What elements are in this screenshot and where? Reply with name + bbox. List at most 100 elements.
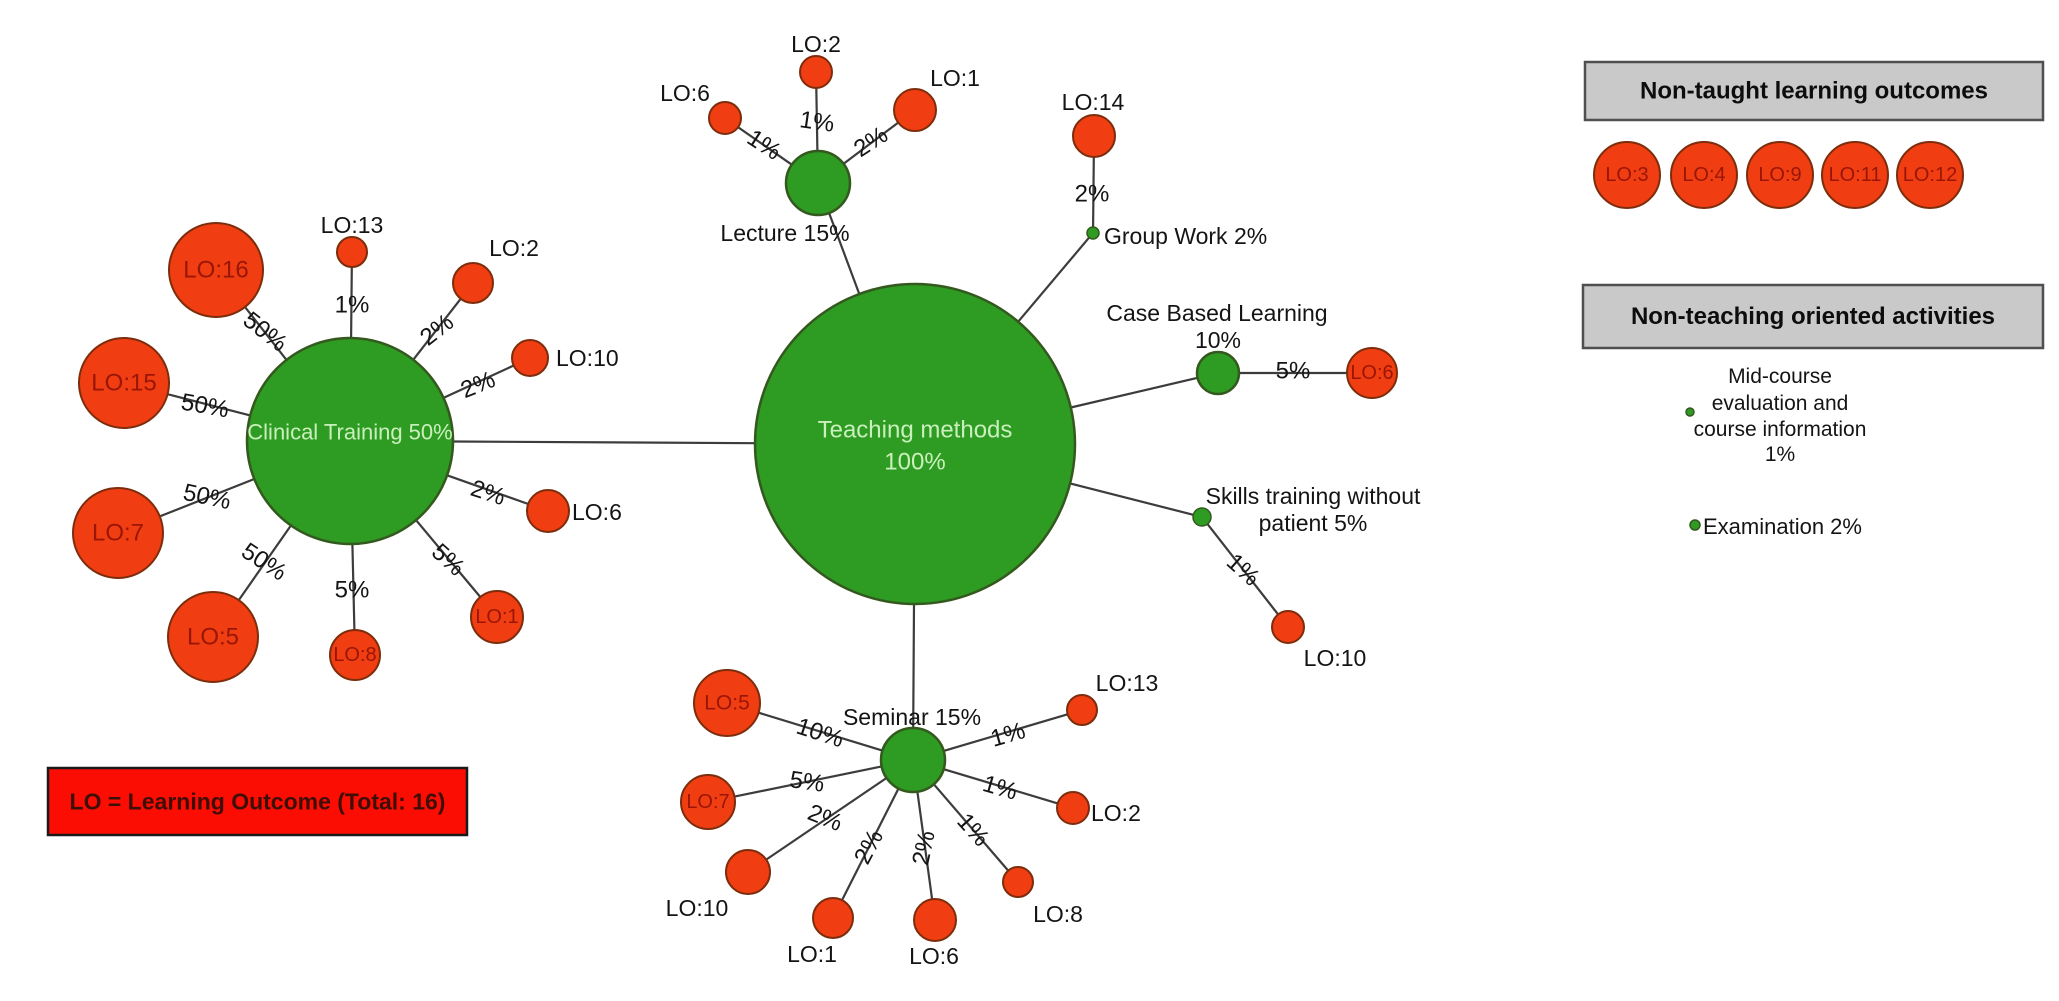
node-lo9-legend — [1746, 141, 1814, 209]
node-examination-dot — [1689, 519, 1701, 531]
edge-label-seminar--lo10-seminar: 2% — [804, 799, 846, 837]
node-teaching-methods — [753, 282, 1077, 606]
node-lo14-groupwork — [1072, 114, 1116, 158]
edge-label-clinical-training--lo16-clinical: 50% — [238, 307, 292, 358]
label-lo6-lecture: LO:6 — [660, 80, 710, 106]
node-lo11-legend — [1821, 141, 1889, 209]
edge-seminar--lo1-seminar — [841, 788, 900, 901]
edge-lecture--lo6-lecture — [737, 126, 793, 166]
edge-label-clinical-training--lo15-clinical: 50% — [179, 389, 231, 424]
legend-examination: Examination 2% — [1703, 514, 1862, 539]
label-lo1-seminar: LO:1 — [787, 941, 837, 967]
node-lo8-clinical — [329, 629, 381, 681]
node-lo1-clinical — [470, 590, 524, 644]
node-clinical-training — [245, 336, 455, 546]
edge-label-seminar--lo13-seminar: 1% — [988, 717, 1029, 753]
label-lo8-seminar: LO:8 — [1033, 901, 1083, 927]
edge-label-seminar--lo5-seminar: 10% — [793, 713, 847, 754]
label-cbl-line2: 10% — [1195, 327, 1241, 353]
node-label-lo7-clinical-0: LO:7 — [92, 520, 144, 547]
label-seminar: Seminar 15% — [843, 704, 981, 730]
edge-label-case-based-learning--lo6-cbl: 5% — [1276, 358, 1311, 385]
node-label-lo9-legend-0: LO:9 — [1758, 164, 1801, 186]
node-lo6-lecture — [708, 101, 742, 135]
edge-lecture--lo1-lecture — [842, 121, 899, 165]
edge-label-seminar--lo8-seminar: 1% — [951, 808, 994, 852]
node-lo1-seminar — [812, 897, 854, 939]
edge-clinical-training--lo15-clinical — [167, 393, 251, 417]
edge-clinical-training--lo13-clinical — [350, 266, 353, 339]
edge-label-clinical-training--lo10-clinical: 2% — [457, 366, 499, 404]
label-lo13-clinical: LO:13 — [321, 212, 384, 238]
edge-seminar--lo13-seminar — [943, 713, 1068, 752]
edge-clinical-training--lo10-clinical — [443, 364, 515, 399]
edge-seminar--lo8-seminar — [933, 783, 1010, 872]
edge-seminar--lo10-seminar — [765, 777, 888, 861]
node-label-lo11-legend-0: LO:11 — [1829, 164, 1882, 186]
non-teaching-activities-box-label: Non-teaching oriented activities — [1631, 303, 1995, 330]
node-label-lo15-clinical-0: LO:15 — [91, 370, 156, 397]
edge-teaching-methods--group-work — [1017, 236, 1090, 323]
node-case-based-learning — [1195, 350, 1241, 396]
node-lo4-legend — [1670, 141, 1738, 209]
node-lo6-clinical — [526, 489, 570, 533]
edge-clinical-training--lo16-clinical — [244, 306, 288, 361]
edge-clinical-training--lo8-clinical — [351, 543, 356, 631]
node-label-lo5-clinical-0: LO:5 — [187, 624, 239, 651]
label-skills-line1: Skills training without — [1206, 483, 1421, 509]
node-label-lo5-seminar-0: LO:5 — [704, 692, 750, 715]
edge-label-seminar--lo6-seminar: 2% — [907, 828, 941, 868]
node-lo10-seminar — [725, 849, 771, 895]
edge-label-lecture--lo6-lecture: 1% — [742, 124, 786, 166]
edge-clinical-training--lo6-clinical — [446, 474, 529, 506]
node-lo7-seminar — [680, 774, 736, 830]
edge-lecture--lo2-lecture — [815, 87, 819, 152]
node-label-teaching-methods-1: 100% — [884, 449, 945, 476]
node-lo8-seminar — [1002, 866, 1034, 898]
edge-teaching-methods--lecture — [828, 212, 861, 295]
edge-group-work--lo14-groupwork — [1092, 156, 1095, 228]
label-lo10-skills: LO:10 — [1304, 645, 1367, 671]
label-cbl-line1: Case Based Learning — [1106, 300, 1327, 326]
edge-teaching-methods--seminar — [912, 603, 916, 729]
node-lo5-clinical — [167, 591, 259, 683]
label-lo14-groupwork: LO:14 — [1062, 89, 1125, 115]
node-skills-training — [1192, 507, 1212, 527]
label-lo10-clinical: LO:10 — [556, 345, 619, 371]
node-lo2-seminar — [1056, 791, 1090, 825]
node-seminar — [879, 726, 947, 794]
edge-label-clinical-training--lo8-clinical: 5% — [335, 577, 370, 604]
label-group-work: Group Work 2% — [1104, 223, 1267, 249]
note-box — [46, 766, 469, 837]
node-lo15-clinical — [78, 337, 170, 429]
edge-label-skills-training--lo10-skills: 1% — [1221, 548, 1265, 591]
node-lo2-lecture — [799, 55, 833, 89]
node-label-clinical-training-0: Clinical Training 50% — [247, 420, 452, 445]
edge-teaching-methods--skills-training — [1069, 482, 1194, 516]
node-lo5-seminar — [693, 669, 761, 737]
node-group-work — [1086, 226, 1100, 240]
label-lo6-seminar: LO:6 — [909, 943, 959, 969]
node-lo6-seminar — [913, 898, 957, 942]
node-lo2-clinical — [452, 262, 494, 304]
node-lo13-seminar — [1066, 694, 1098, 726]
edge-label-seminar--lo1-seminar: 2% — [849, 825, 889, 868]
edge-seminar--lo2-seminar — [943, 768, 1059, 805]
node-lo16-clinical — [168, 222, 264, 318]
legend-midcourse-line3: course information — [1694, 418, 1867, 441]
node-label-lo6-cbl-0: LO:6 — [1350, 362, 1393, 384]
node-label-lo1-clinical-0: LO:1 — [475, 606, 518, 628]
node-label-lo3-legend-0: LO:3 — [1605, 164, 1648, 186]
node-lo10-clinical — [511, 339, 549, 377]
node-lo7-clinical — [72, 487, 164, 579]
node-label-lo4-legend-0: LO:4 — [1682, 164, 1725, 186]
edge-label-clinical-training--lo13-clinical: 1% — [335, 292, 370, 319]
edge-teaching-methods--case-based-learning — [1070, 376, 1198, 409]
edge-label-clinical-training--lo6-clinical: 2% — [467, 475, 508, 511]
edge-label-clinical-training--lo7-clinical: 50% — [181, 479, 234, 515]
node-label-teaching-methods-0: Teaching methods — [818, 417, 1013, 444]
node-label-lo8-clinical-0: LO:8 — [333, 644, 376, 666]
label-lo2-lecture: LO:2 — [791, 31, 841, 57]
